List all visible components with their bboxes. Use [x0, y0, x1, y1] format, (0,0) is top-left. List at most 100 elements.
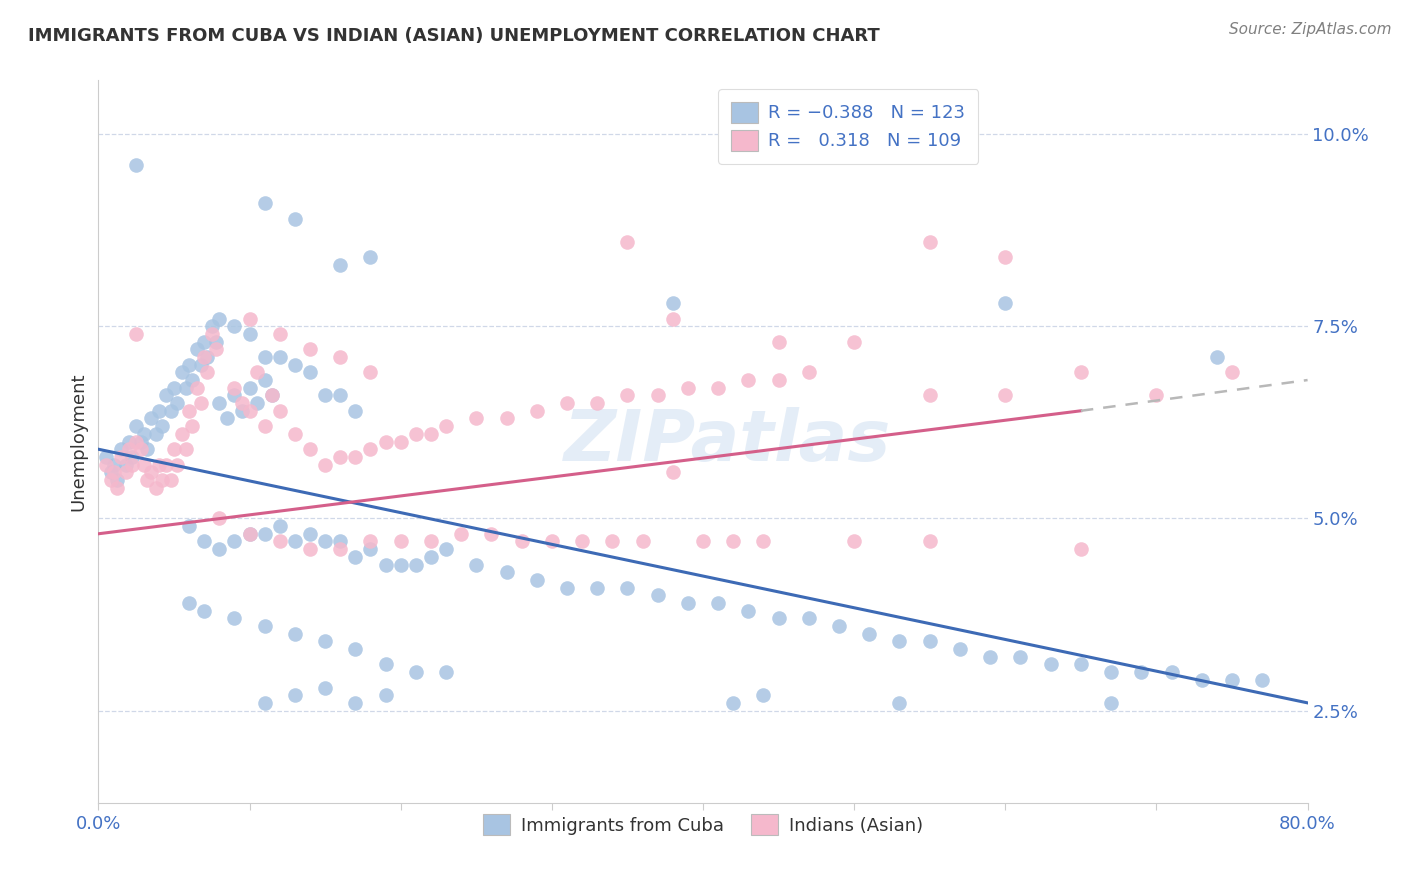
Point: [132, 426, 155, 441]
Point: [420, 534, 443, 549]
Point: [374, 558, 396, 572]
Point: [495, 411, 517, 425]
Point: [768, 611, 790, 625]
Point: [103, 458, 125, 472]
Point: [246, 365, 269, 379]
Point: [616, 581, 638, 595]
Point: [174, 442, 197, 457]
Point: [125, 158, 148, 172]
Point: [631, 534, 654, 549]
Point: [889, 634, 911, 648]
Point: [118, 434, 141, 449]
Point: [389, 434, 412, 449]
Point: [918, 634, 941, 648]
Point: [586, 396, 609, 410]
Point: [224, 611, 246, 625]
Point: [239, 381, 262, 395]
Point: [231, 404, 253, 418]
Point: [94, 450, 117, 464]
Point: [1220, 673, 1243, 687]
Point: [166, 396, 188, 410]
Point: [314, 634, 336, 648]
Point: [707, 381, 730, 395]
Point: [284, 426, 307, 441]
Point: [262, 388, 284, 402]
Point: [465, 411, 488, 425]
Point: [994, 250, 1017, 264]
Point: [707, 596, 730, 610]
Point: [163, 381, 186, 395]
Point: [360, 250, 382, 264]
Point: [844, 334, 866, 349]
Point: [299, 542, 322, 557]
Point: [692, 534, 714, 549]
Point: [145, 481, 167, 495]
Point: [155, 388, 177, 402]
Point: [723, 696, 745, 710]
Point: [465, 558, 488, 572]
Point: [723, 534, 745, 549]
Point: [510, 534, 533, 549]
Point: [246, 396, 269, 410]
Point: [647, 588, 669, 602]
Point: [208, 511, 231, 525]
Point: [284, 626, 307, 640]
Point: [145, 426, 167, 441]
Point: [110, 442, 132, 457]
Point: [1070, 657, 1092, 672]
Point: [586, 581, 609, 595]
Point: [1099, 696, 1122, 710]
Point: [420, 426, 443, 441]
Point: [179, 404, 201, 418]
Point: [797, 365, 820, 379]
Text: ZIPatlas: ZIPatlas: [564, 407, 891, 476]
Point: [420, 549, 443, 564]
Point: [103, 465, 125, 479]
Point: [262, 388, 284, 402]
Point: [253, 526, 276, 541]
Point: [360, 442, 382, 457]
Point: [253, 619, 276, 633]
Point: [269, 519, 291, 533]
Point: [269, 534, 291, 549]
Point: [253, 696, 276, 710]
Point: [1130, 665, 1153, 680]
Point: [193, 604, 215, 618]
Point: [526, 404, 548, 418]
Point: [949, 642, 972, 657]
Point: [329, 534, 352, 549]
Point: [239, 526, 262, 541]
Point: [828, 619, 851, 633]
Point: [269, 326, 291, 341]
Point: [676, 596, 699, 610]
Point: [179, 358, 201, 372]
Point: [160, 473, 183, 487]
Point: [571, 534, 593, 549]
Point: [661, 296, 683, 310]
Point: [616, 388, 638, 402]
Point: [125, 326, 148, 341]
Point: [253, 419, 276, 434]
Point: [224, 319, 246, 334]
Point: [768, 334, 790, 349]
Point: [405, 665, 427, 680]
Point: [540, 534, 562, 549]
Point: [224, 381, 246, 395]
Point: [434, 542, 457, 557]
Point: [253, 373, 276, 387]
Point: [676, 381, 699, 395]
Point: [114, 458, 136, 472]
Point: [284, 211, 307, 226]
Point: [105, 473, 128, 487]
Point: [555, 581, 578, 595]
Point: [141, 411, 163, 425]
Point: [737, 373, 759, 387]
Point: [284, 534, 307, 549]
Point: [389, 534, 412, 549]
Point: [132, 458, 155, 472]
Point: [121, 458, 143, 472]
Point: [239, 526, 262, 541]
Point: [135, 473, 157, 487]
Point: [918, 235, 941, 249]
Point: [224, 388, 246, 402]
